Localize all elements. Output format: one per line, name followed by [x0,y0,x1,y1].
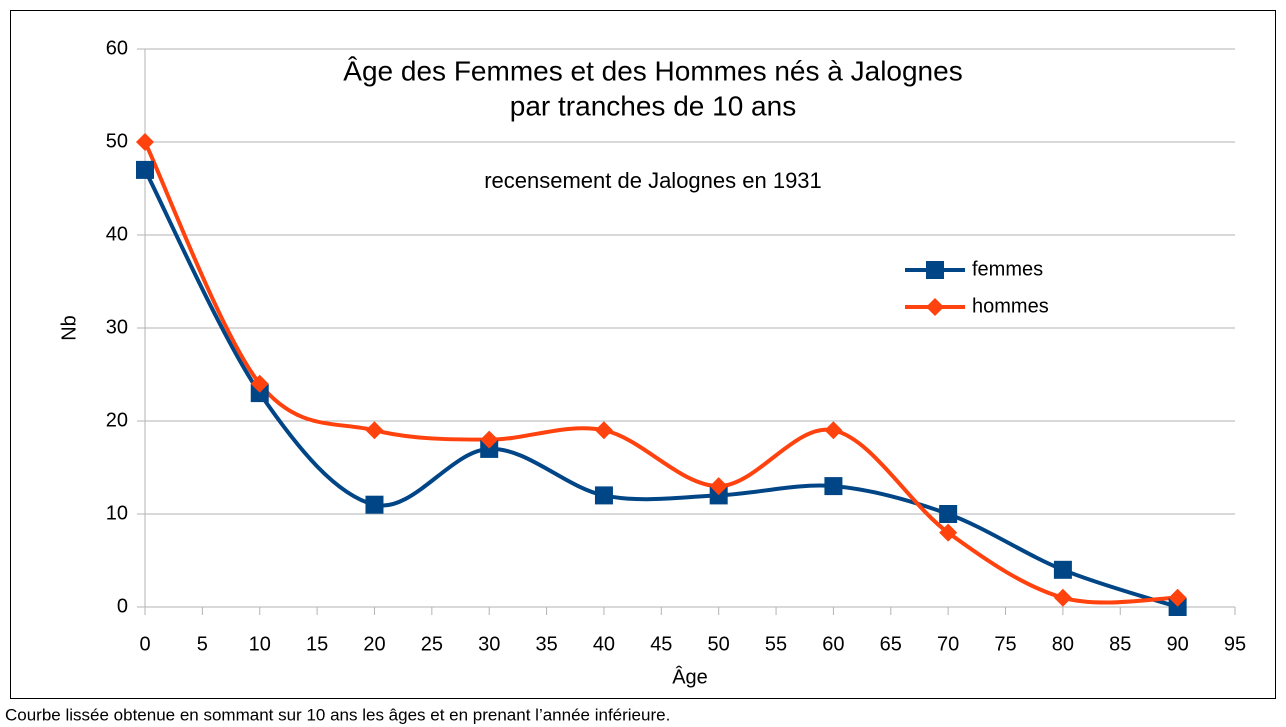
x-tick-label: 95 [1224,633,1246,655]
y-tick-label: 10 [106,502,128,524]
x-tick-label: 75 [994,633,1016,655]
x-axis-label: Âge [672,665,708,688]
data-point [709,486,728,505]
data-point [480,430,499,449]
x-tick-label: 20 [363,633,385,655]
data-point [824,477,843,496]
x-tick-label: 90 [1167,633,1189,655]
data-point [136,133,154,151]
data-point [1168,588,1187,607]
footnote: Courbe lissée obtenue en sommant sur 10 … [5,705,670,724]
legend-marker [926,298,944,316]
y-tick-label: 20 [106,409,128,431]
data-point [250,384,269,403]
x-tick-label: 15 [306,633,328,655]
x-tick-label: 55 [765,633,787,655]
x-tick-label: 45 [650,633,672,655]
x-tick-label: 80 [1052,633,1074,655]
y-axis-label: Nb [58,315,80,341]
x-tick-label: 10 [249,633,271,655]
series-line [143,141,1178,605]
y-tick-label: 40 [106,223,128,245]
x-tick-label: 0 [139,633,150,655]
x-tick-label: 5 [197,633,208,655]
chart-border [10,10,1276,699]
x-tick-label: 25 [421,633,443,655]
series-line [143,168,1179,609]
legend-label: hommes [972,295,1049,317]
chart-subtitle: recensement de Jalognes en 1931 [484,168,822,193]
x-tick-label: 70 [937,633,959,655]
x-tick-label: 30 [478,633,500,655]
legend-label: femmes [972,258,1043,280]
data-point [594,421,613,440]
data-point [939,505,958,523]
legend-marker [926,261,944,279]
data-point [939,523,958,542]
chart-title: Âge des Femmes et des Hommes nés à Jalog… [343,55,962,86]
x-tick-label: 60 [822,633,844,655]
data-point [824,421,843,440]
data-point [1168,598,1187,616]
y-tick-label: 60 [106,37,128,59]
data-point [365,495,384,514]
data-point [480,439,499,458]
x-tick-label: 65 [880,633,902,655]
x-tick-label: 35 [535,633,557,655]
data-point [250,374,269,393]
chart-title: par tranches de 10 ans [510,90,796,121]
data-point [136,160,154,179]
x-tick-label: 85 [1109,633,1131,655]
data-point [709,477,728,496]
x-tick-label: 40 [593,633,615,655]
y-tick-label: 30 [106,316,128,338]
data-point [365,421,384,440]
x-tick-label: 50 [708,633,730,655]
data-point [594,486,613,505]
y-tick-label: 50 [106,130,128,152]
y-tick-label: 0 [117,595,128,617]
data-point [1053,560,1072,579]
data-point [1053,588,1072,607]
